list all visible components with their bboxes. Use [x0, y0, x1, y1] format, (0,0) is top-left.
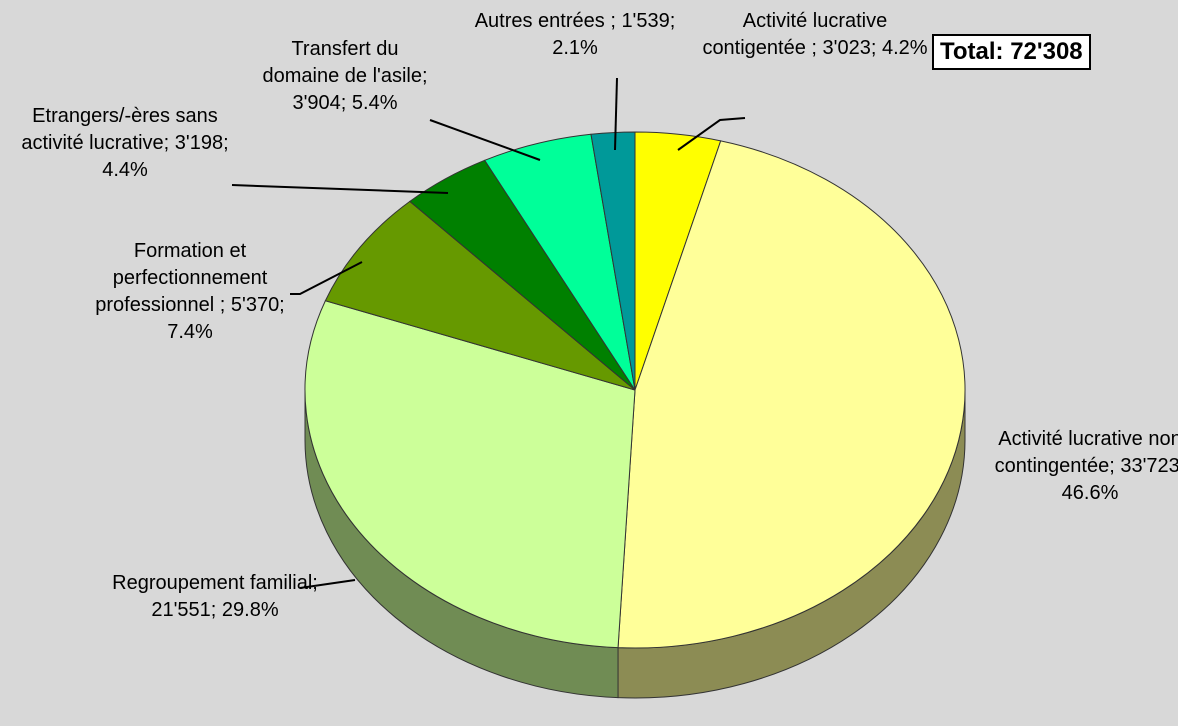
pie-slice	[324, 200, 636, 391]
leader-line	[614, 77, 618, 151]
leader-line	[429, 119, 541, 161]
slice-value: 21'551;	[151, 599, 217, 621]
leader-line	[231, 184, 449, 194]
slice-percent: 4.2%	[881, 37, 928, 59]
slice-value: 3'904;	[292, 92, 347, 114]
slice-label: Regroupement familial; 21'551; 29.8%	[110, 570, 320, 624]
slice-percent: 2.1%	[552, 37, 598, 59]
slice-percent: 7.4%	[167, 321, 213, 343]
slice-value: 1'539;	[621, 10, 676, 32]
pie-slice	[304, 300, 636, 649]
slice-label: Formation et perfectionnement profession…	[85, 238, 295, 346]
slice-percent: 29.8%	[221, 599, 279, 621]
leader-line	[677, 117, 746, 151]
slice-name: Transfert du domaine de l'asile;	[262, 38, 428, 87]
slice-value: 3'198;	[174, 132, 229, 154]
slice-name: Activité lucrative contigentée ;	[702, 10, 888, 59]
slice-percent: 5.4%	[351, 92, 398, 114]
slice-name: Activité lucrative non contingentée;	[994, 428, 1178, 477]
slice-label: Etrangers/-ères sans activité lucrative;…	[15, 103, 235, 184]
slice-value: 5'370;	[230, 294, 285, 316]
slice-name: Regroupement familial;	[112, 572, 318, 594]
total-box: Total: 72'308	[932, 34, 1091, 70]
slice-value: 3'023;	[822, 37, 877, 59]
slice-percent: 46.6%	[1061, 482, 1119, 504]
slice-name: Formation et perfectionnement profession…	[95, 240, 268, 316]
pie-slice	[617, 140, 966, 649]
slice-label: Activité lucrative contigentée ; 3'023; …	[700, 8, 930, 62]
slice-label: Autres entrées ; 1'539; 2.1%	[470, 8, 680, 62]
leader-line	[299, 579, 356, 589]
slice-name: Autres entrées ;	[474, 10, 616, 32]
slice-value: 33'723;	[1120, 455, 1178, 477]
pie-slice	[590, 131, 636, 391]
slice-label: Activité lucrative non contingentée; 33'…	[990, 426, 1178, 507]
slice-percent: 4.4%	[102, 159, 148, 181]
slice-name: Etrangers/-ères sans activité lucrative;	[21, 105, 218, 154]
slice-label: Transfert du domaine de l'asile; 3'904; …	[255, 36, 435, 117]
leader-line	[290, 261, 363, 295]
